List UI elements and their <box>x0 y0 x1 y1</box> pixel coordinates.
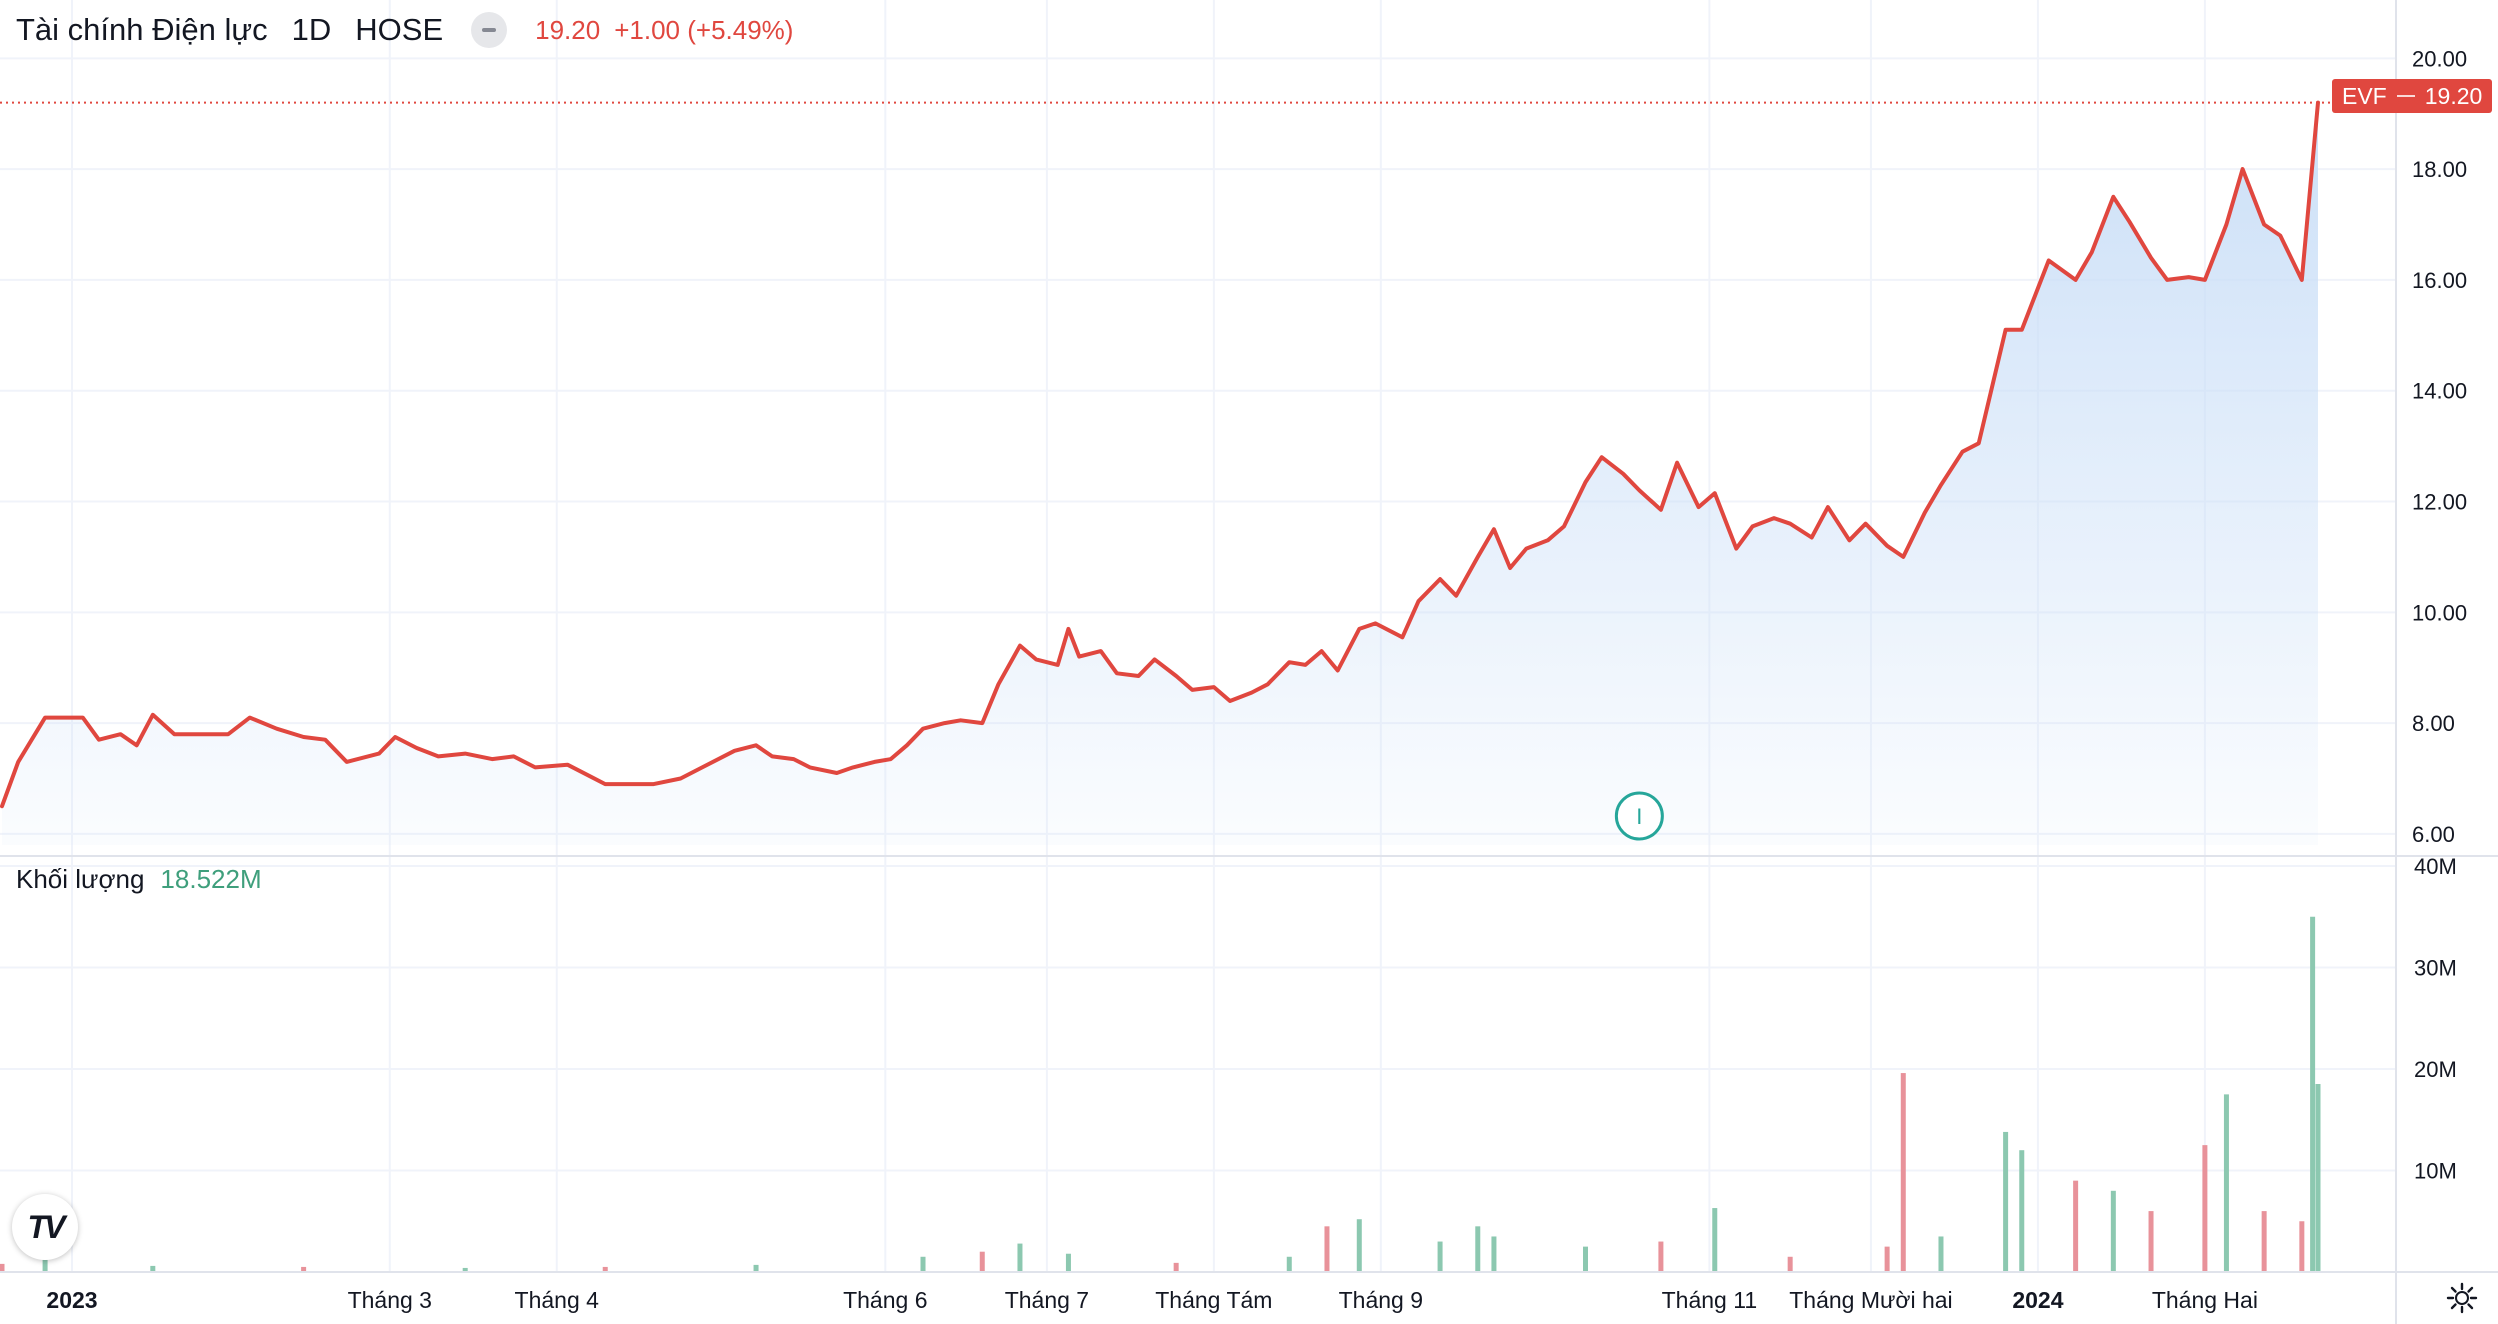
volume-bar <box>2148 1211 2154 1272</box>
x-tick-label: 2023 <box>46 1287 97 1313</box>
volume-bars <box>0 916 2321 1272</box>
symbol-header: Tài chính Điện lực 1D HOSE 19.20 +1.00 (… <box>16 10 793 50</box>
price-tick-label: 10.00 <box>2412 600 2467 625</box>
volume-tick-label: 30M <box>2414 956 2457 981</box>
volume-bar <box>753 1264 759 1272</box>
price-tick-label: 12.00 <box>2412 490 2467 515</box>
interval-label[interactable]: 1D <box>291 12 332 47</box>
x-tick-label: Tháng 9 <box>1339 1287 1423 1313</box>
volume-bar <box>1582 1246 1588 1272</box>
volume-bar <box>2202 1145 2208 1272</box>
volume-bar <box>602 1266 608 1272</box>
volume-bar <box>1491 1236 1497 1272</box>
price-area <box>2 102 2318 846</box>
logo-text: TV <box>27 1208 66 1245</box>
volume-bar <box>979 1251 985 1272</box>
volume-tick-label: 10M <box>2414 1159 2457 1184</box>
last-price-tag: EVF 19.20 <box>2332 79 2493 113</box>
volume-bar <box>2315 1084 2321 1272</box>
volume-value: 18.522M <box>160 863 262 894</box>
price-tag-separator <box>2396 95 2415 97</box>
volume-bar <box>2223 1094 2229 1272</box>
last-price: 19.20 <box>535 14 601 45</box>
price-line <box>0 100 2332 809</box>
volume-bar <box>301 1266 307 1272</box>
volume-bar <box>1787 1256 1793 1272</box>
volume-bar <box>1324 1226 1330 1272</box>
x-tick-label: Tháng Tám <box>1155 1287 1272 1313</box>
volume-bar <box>2003 1131 2009 1272</box>
volume-bar <box>1173 1262 1179 1272</box>
price-tick-label: 6.00 <box>2412 822 2455 847</box>
price-change: +1.00 (+5.49%) <box>614 14 794 45</box>
event-markers[interactable]: I <box>1614 791 1664 841</box>
event-marker-label: I <box>1636 804 1642 829</box>
volume-bar <box>1884 1246 1890 1272</box>
volume-bar <box>1437 1241 1443 1272</box>
price-tick-label: 20.00 <box>2412 46 2467 71</box>
volume-bar <box>1286 1256 1292 1272</box>
x-tick-label: Tháng Hai <box>2152 1287 2258 1313</box>
volume-bar <box>1017 1243 1023 1272</box>
volume-bar <box>2299 1221 2305 1272</box>
x-tick-label: 2024 <box>2012 1287 2063 1313</box>
volume-bar <box>2310 916 2316 1272</box>
volume-tick-label: 20M <box>2414 1057 2457 1082</box>
price-tick-label: 18.00 <box>2412 157 2467 182</box>
volume-title[interactable]: Khối lượng <box>16 863 145 894</box>
volume-bar <box>1356 1219 1362 1272</box>
price-tick-label: 8.00 <box>2412 711 2455 736</box>
price-series-line <box>0 100 2320 809</box>
gear-icon-graphic <box>2446 1282 2478 1314</box>
gear-icon[interactable] <box>2442 1278 2482 1318</box>
x-tick-label: Tháng 3 <box>348 1287 432 1313</box>
price-tick-label: 14.00 <box>2412 379 2467 404</box>
x-tick-label: Tháng Mười hai <box>1789 1287 1952 1313</box>
volume-bar <box>1065 1253 1071 1272</box>
volume-tick-label: 40M <box>2414 854 2457 879</box>
exchange-label: HOSE <box>355 12 444 47</box>
x-tick-label: Tháng 6 <box>843 1287 927 1313</box>
volume-bar <box>1900 1073 1906 1272</box>
price-area-fill <box>2 102 2318 846</box>
volume-bar <box>2073 1180 2079 1272</box>
minus-circle-icon[interactable] <box>471 12 508 48</box>
volume-bar <box>920 1256 926 1272</box>
x-tick-label: Tháng 7 <box>1005 1287 1089 1313</box>
price-tag-value: 19.20 <box>2424 82 2483 109</box>
volume-bar <box>1712 1208 1718 1272</box>
x-tick-label: Tháng 11 <box>1662 1287 1757 1313</box>
volume-bar <box>1658 1241 1664 1272</box>
event-marker[interactable] <box>1614 791 1664 841</box>
volume-header: Khối lượng 18.522M <box>16 862 262 896</box>
volume-bar <box>42 1259 48 1272</box>
symbol-name[interactable]: Tài chính Điện lực <box>16 12 268 47</box>
volume-bar <box>1475 1226 1481 1272</box>
price-tag-ticker: EVF <box>2342 82 2387 109</box>
volume-bar <box>2261 1211 2267 1272</box>
volume-bar <box>150 1265 156 1272</box>
tradingview-logo-icon[interactable]: TV <box>12 1194 78 1260</box>
volume-bar <box>2019 1150 2025 1272</box>
volume-bar <box>0 1263 5 1272</box>
x-tick-label: Tháng 4 <box>515 1287 600 1313</box>
volume-bar <box>462 1267 468 1272</box>
price-tick-label: 16.00 <box>2412 268 2467 293</box>
volume-bar <box>1938 1236 1944 1272</box>
volume-bar <box>2110 1190 2116 1272</box>
